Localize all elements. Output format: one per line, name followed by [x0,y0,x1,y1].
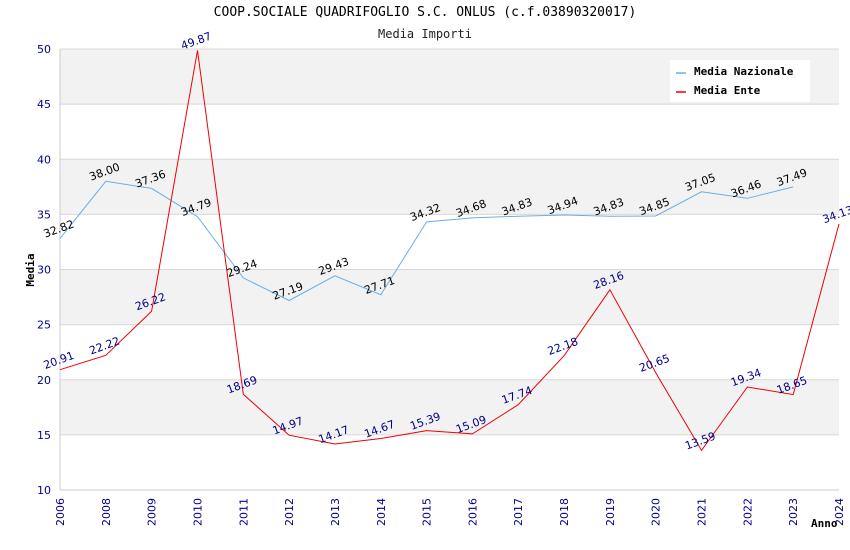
grid-band [60,269,839,325]
y-tick-labels: 10 15 20 25 30 35 40 45 50 [37,43,51,497]
y-tick-label: 45 [37,98,51,111]
grid-bands [60,49,839,435]
x-tick-label: 2016 [466,498,479,526]
y-axis-label: Media [24,253,37,286]
x-tick-label: 2013 [329,498,342,526]
x-tick-label: 2024 [833,498,846,526]
y-tick-label: 25 [37,319,51,332]
x-tick-label: 2010 [191,498,204,526]
x-tick-label: 2006 [54,498,67,526]
series-lines [59,50,840,452]
data-label: 20.91 [42,349,76,372]
x-tick-label: 2014 [375,498,388,526]
series-line-0 [59,180,794,302]
legend-entry-media-ente: Media Ente [694,84,761,97]
x-tick-label: 2011 [237,498,250,526]
y-tick-label: 50 [37,43,51,56]
y-tick-label: 15 [37,429,51,442]
series-line-1 [59,50,840,452]
x-tick-label: 2020 [650,498,663,526]
x-tick-label: 2021 [696,498,709,526]
y-tick-label: 40 [37,153,51,166]
x-tick-label: 2022 [741,498,754,526]
y-tick-label: 35 [37,208,51,221]
grid-band [60,379,839,435]
x-tick-label: 2012 [283,498,296,526]
x-axis-label: Anno [811,517,838,530]
legend: Media Nazionale Media Ente [670,60,810,102]
x-tick-label: 2015 [421,498,434,526]
legend-box [670,60,810,102]
chart-title: COOP.SOCIALE QUADRIFOGLIO S.C. ONLUS (c.… [213,5,637,20]
y-tick-label: 10 [37,484,51,497]
data-label: 22.18 [546,335,580,358]
x-tick-labels: 2006 2008 2009 2010 2011 2012 2013 2014 2015 2016… [54,498,846,526]
x-tick-label: 2023 [787,498,800,526]
x-tick-label: 2017 [512,498,525,526]
y-tick-label: 30 [37,264,51,277]
x-tick-label: 2009 [146,498,159,526]
grid-band [60,159,839,215]
x-tick-label: 2019 [604,498,617,526]
data-label: 22.22 [88,334,122,357]
x-tick-label: 2008 [100,498,113,526]
axes [59,49,839,491]
chart-subtitle: Media Importi [378,27,472,41]
x-tick-label: 2018 [558,498,571,526]
legend-entry-media-nazionale: Media Nazionale [694,65,794,78]
y-tick-label: 20 [37,374,51,387]
